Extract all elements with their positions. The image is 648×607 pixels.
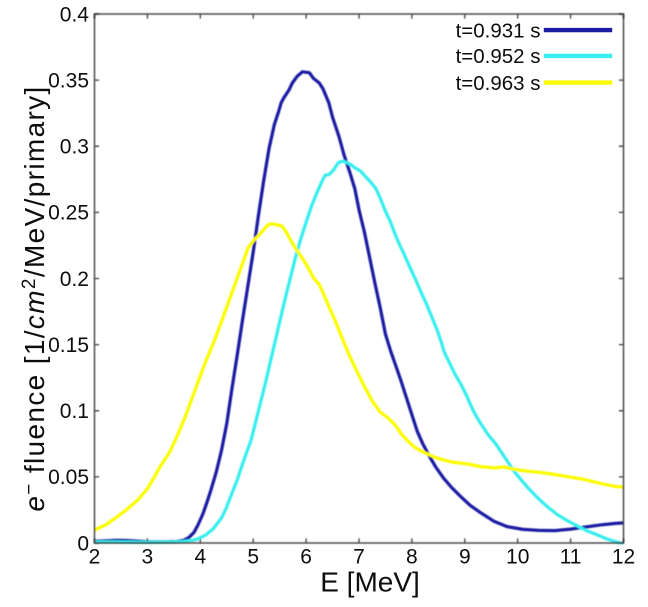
svg-text:E [MeV]: E [MeV]: [320, 567, 420, 598]
svg-text:0.3: 0.3: [60, 136, 89, 159]
svg-text:t=0.952 s: t=0.952 s: [456, 45, 541, 68]
svg-text:0: 0: [77, 532, 89, 555]
svg-text:e− fluence [1/cm2/MeV/primary: e− fluence [1/cm2/MeV/primary]: [19, 85, 50, 511]
svg-text:0.4: 0.4: [60, 3, 90, 26]
svg-text:0.35: 0.35: [48, 69, 89, 92]
svg-text:0.15: 0.15: [48, 334, 89, 357]
svg-text:7: 7: [353, 546, 365, 569]
svg-text:10: 10: [506, 546, 529, 569]
svg-text:11: 11: [560, 546, 582, 569]
svg-text:0.2: 0.2: [60, 268, 89, 291]
svg-text:4: 4: [194, 546, 206, 569]
svg-text:t=0.931 s: t=0.931 s: [456, 19, 541, 42]
svg-text:t=0.963 s: t=0.963 s: [456, 72, 541, 95]
svg-text:0.05: 0.05: [48, 466, 89, 489]
svg-text:5: 5: [247, 546, 259, 569]
svg-text:2: 2: [89, 546, 101, 569]
svg-text:0.1: 0.1: [60, 400, 89, 423]
svg-text:8: 8: [406, 546, 418, 569]
svg-text:0.25: 0.25: [48, 202, 89, 225]
svg-text:6: 6: [300, 546, 312, 569]
svg-text:3: 3: [142, 546, 154, 569]
svg-text:12: 12: [612, 546, 635, 569]
svg-text:9: 9: [459, 546, 471, 569]
